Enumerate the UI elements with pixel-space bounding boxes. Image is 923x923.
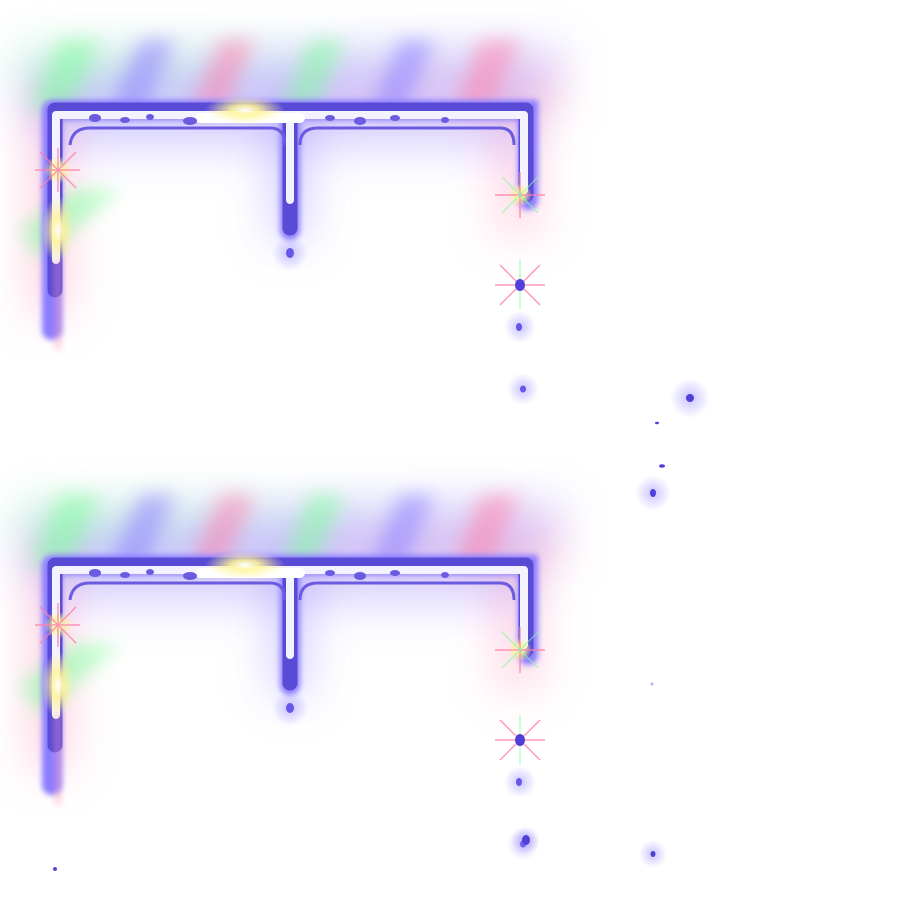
loose-drip-particles [53, 378, 710, 871]
glowing-drip-frame-top [20, 40, 560, 405]
glowing-drip-frame-bottom [20, 495, 560, 860]
